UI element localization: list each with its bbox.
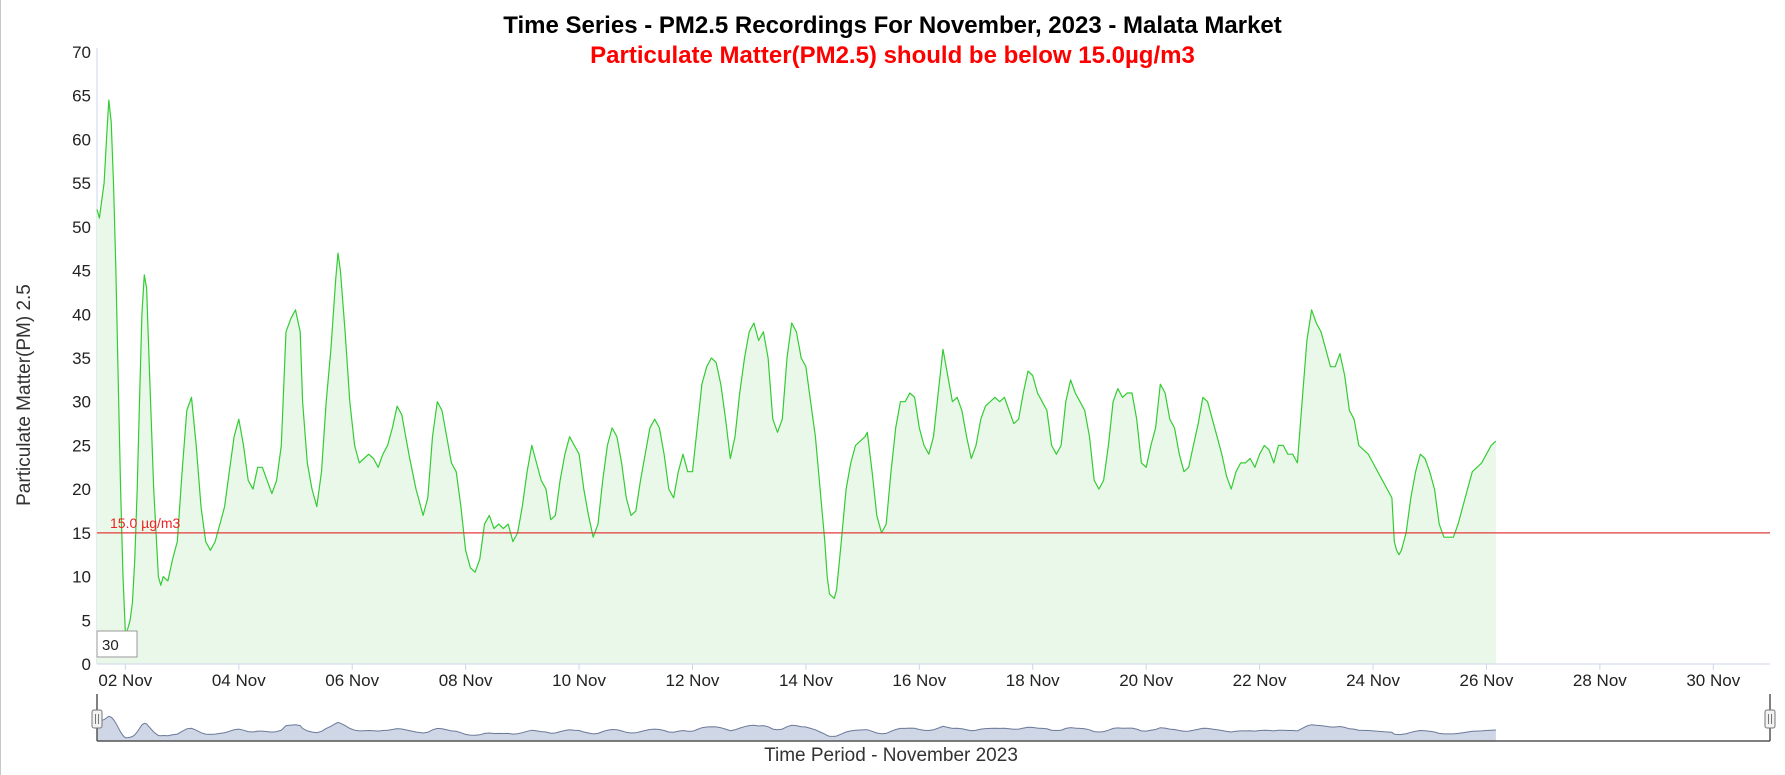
x-tick-label: 26 Nov <box>1460 671 1514 690</box>
y-tick-label: 40 <box>72 305 91 324</box>
y-tick-label: 55 <box>72 174 91 193</box>
x-tick-label: 16 Nov <box>892 671 946 690</box>
x-tick-label: 22 Nov <box>1233 671 1287 690</box>
y-tick-label: 65 <box>72 87 91 106</box>
pinned-value-text: 30 <box>102 637 119 654</box>
navigator-left-handle[interactable] <box>91 709 103 729</box>
x-tick-label: 30 Nov <box>1686 671 1740 690</box>
series-area-fill <box>97 100 1496 665</box>
x-tick-label: 06 Nov <box>325 671 379 690</box>
y-tick-label: 70 <box>72 43 91 62</box>
x-tick-label: 04 Nov <box>212 671 266 690</box>
series-line <box>96 99 1497 634</box>
navigator-area <box>97 716 1496 741</box>
chart-subtitle: Particulate Matter(PM2.5) should be belo… <box>590 42 1195 69</box>
pinned-value-box <box>96 630 138 658</box>
y-axis-label: Particulate Matter(PM) 2.5 <box>14 284 35 506</box>
left-border <box>0 0 1 775</box>
y-tick-label: 60 <box>72 130 91 149</box>
y-tick-label: 20 <box>72 480 91 499</box>
threshold-label: 15.0 µg/m3 <box>110 515 181 531</box>
x-tick-label: 28 Nov <box>1573 671 1627 690</box>
range-navigator <box>91 694 1776 742</box>
y-tick-label: 5 <box>82 611 91 630</box>
x-axis-label: Time Period - November 2023 <box>764 745 1018 766</box>
navigator-right-handle[interactable] <box>1764 709 1776 729</box>
y-tick-label: 10 <box>72 568 91 587</box>
y-tick-label: 50 <box>72 218 91 237</box>
y-tick-label: 45 <box>72 262 91 281</box>
x-tick-label: 08 Nov <box>439 671 493 690</box>
x-tick-label: 10 Nov <box>552 671 606 690</box>
y-tick-label: 15 <box>72 524 91 543</box>
y-tick-label: 35 <box>72 349 91 368</box>
y-tick-label: 0 <box>82 655 91 674</box>
x-tick-label: 20 Nov <box>1119 671 1173 690</box>
navigator-series-line <box>96 715 1496 739</box>
x-tick-label: 24 Nov <box>1346 671 1400 690</box>
x-tick-label: 12 Nov <box>666 671 720 690</box>
x-tick-label: 18 Nov <box>1006 671 1060 690</box>
y-tick-label: 25 <box>72 436 91 455</box>
plot-area: 0 5 10 15 20 25 30 35 40 45 50 55 60 65 70 15.0 µg/m3 02… <box>72 43 1776 742</box>
chart-title: Time Series - PM2.5 Recordings For Novem… <box>503 12 1282 39</box>
x-tick-label: 14 Nov <box>779 671 833 690</box>
y-tick-label: 30 <box>72 393 91 412</box>
x-tick-label: 02 Nov <box>98 671 152 690</box>
